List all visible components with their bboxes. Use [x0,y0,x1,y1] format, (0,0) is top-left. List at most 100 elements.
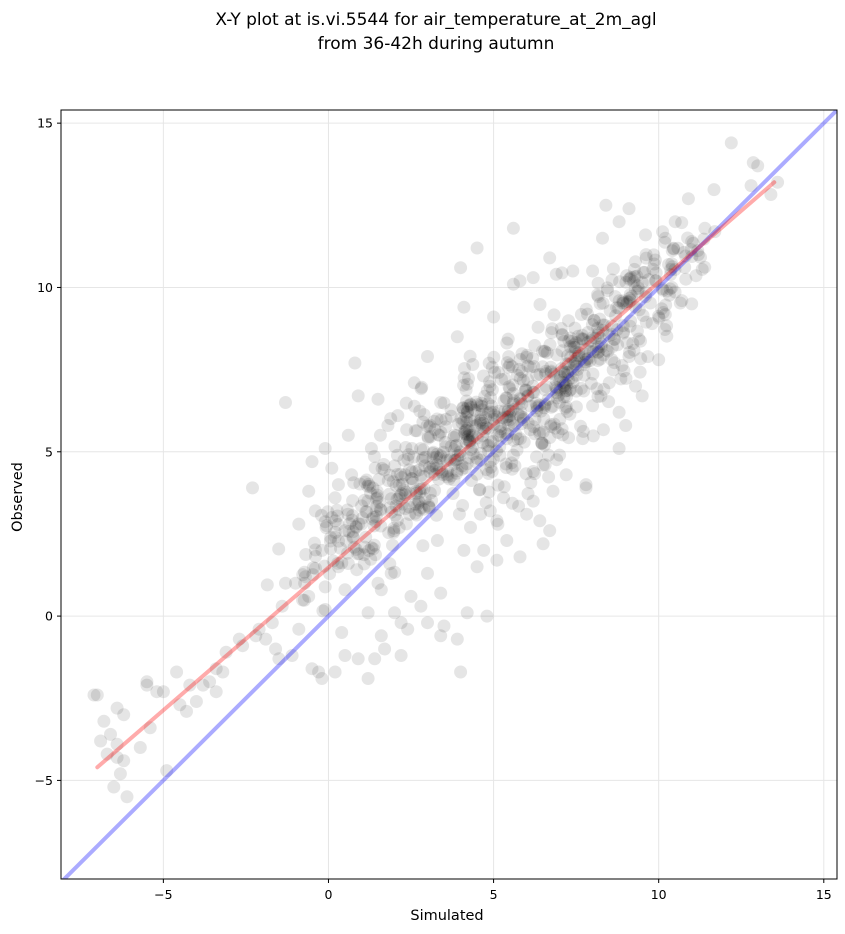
scatter-point [417,469,431,483]
scatter-point [552,388,566,402]
scatter-point [394,649,408,662]
scatter-point [492,366,505,379]
scatter-point [460,406,474,419]
scatter-point [519,467,533,481]
scatter-point [369,492,383,506]
scatter-point [563,384,576,398]
scatter-point [511,407,525,421]
scatter-point [372,495,386,509]
scatter-point [563,340,577,354]
scatter-point [448,453,462,467]
scatter-point [349,519,363,533]
scatter-point [97,714,111,728]
scatter-point [648,253,662,267]
scatter-point [483,504,497,518]
scatter-point [451,452,464,466]
scatter-point [539,364,553,378]
scatter-point [626,337,640,350]
scatter-point [407,450,421,464]
scatter-point [555,344,569,358]
scatter-point [260,578,274,592]
scatter-point [443,452,457,466]
scatter-point [447,443,461,457]
scatter-point [671,241,685,255]
scatter-point [312,665,326,679]
scatter-point [455,462,469,476]
scatter-point [455,416,469,430]
scatter-point [450,438,464,452]
scatter-point [386,475,400,489]
scatter-point [593,312,607,326]
scatter-point [473,416,487,430]
scatter-point [656,283,670,297]
scatter-point [533,367,547,381]
grid-lines [61,110,837,879]
scatter-point [574,308,588,321]
scatter-point [497,480,511,494]
scatter-point [434,629,448,643]
scatter-point [505,496,519,510]
scatter-point [590,382,604,396]
scatter-point [318,559,332,573]
scatter-point [454,665,468,679]
scatter-point [602,329,616,343]
scatter-point [150,685,164,699]
scatter-point [383,501,397,514]
scatter-point [638,265,652,279]
scatter-point [552,395,566,409]
scatter-point [652,309,665,323]
scatter-point [620,269,634,283]
scatter-point [543,431,557,444]
scatter-point [441,464,454,478]
scatter-point [452,507,466,521]
scatter-point [509,427,523,441]
scatter-point [456,401,470,415]
scatter-point [606,340,619,354]
scatter-point [631,279,645,293]
scatter-point [94,734,108,748]
scatter-point [668,263,682,276]
scatter-point [681,231,695,245]
scatter-point [658,231,672,245]
scatter-point [408,424,422,438]
scatter-point [493,440,507,454]
scatter-point [681,192,695,206]
scatter-point [497,394,511,408]
scatter-point [579,302,593,316]
scatter-point [565,334,579,348]
scatter-point [430,534,444,547]
scatter-point [579,481,593,495]
scatter-point [600,281,614,295]
fit-lines [61,110,837,879]
scatter-point [550,391,564,405]
scatter-point [366,481,380,495]
scatter-point [459,383,473,397]
scatter-point [517,435,531,449]
scatter-point [490,514,504,528]
scatter-point [405,442,419,455]
scatter-point [369,510,383,523]
scatter-point [591,276,605,290]
scatter-point [544,418,558,432]
scatter-point [444,439,458,453]
scatter-point [476,436,490,450]
scatter-point [628,282,642,296]
scatter-point [558,377,572,391]
scatter-point [359,530,373,544]
scatter-point [315,672,329,685]
scatter-point [302,484,316,498]
scatter-point [566,264,580,278]
scatter-point [342,524,356,538]
scatter-point [635,389,649,403]
scatter-point [530,401,544,415]
scatter-point [660,284,674,298]
scatter-point [417,502,431,516]
scatter-point [564,331,577,345]
scatter-point [500,432,514,446]
scatter-point [328,491,342,505]
scatter-point [679,249,693,263]
scatter-point [475,403,489,417]
scatter-point [562,314,575,328]
scatter-point [259,632,273,646]
scatter-point [572,346,586,360]
